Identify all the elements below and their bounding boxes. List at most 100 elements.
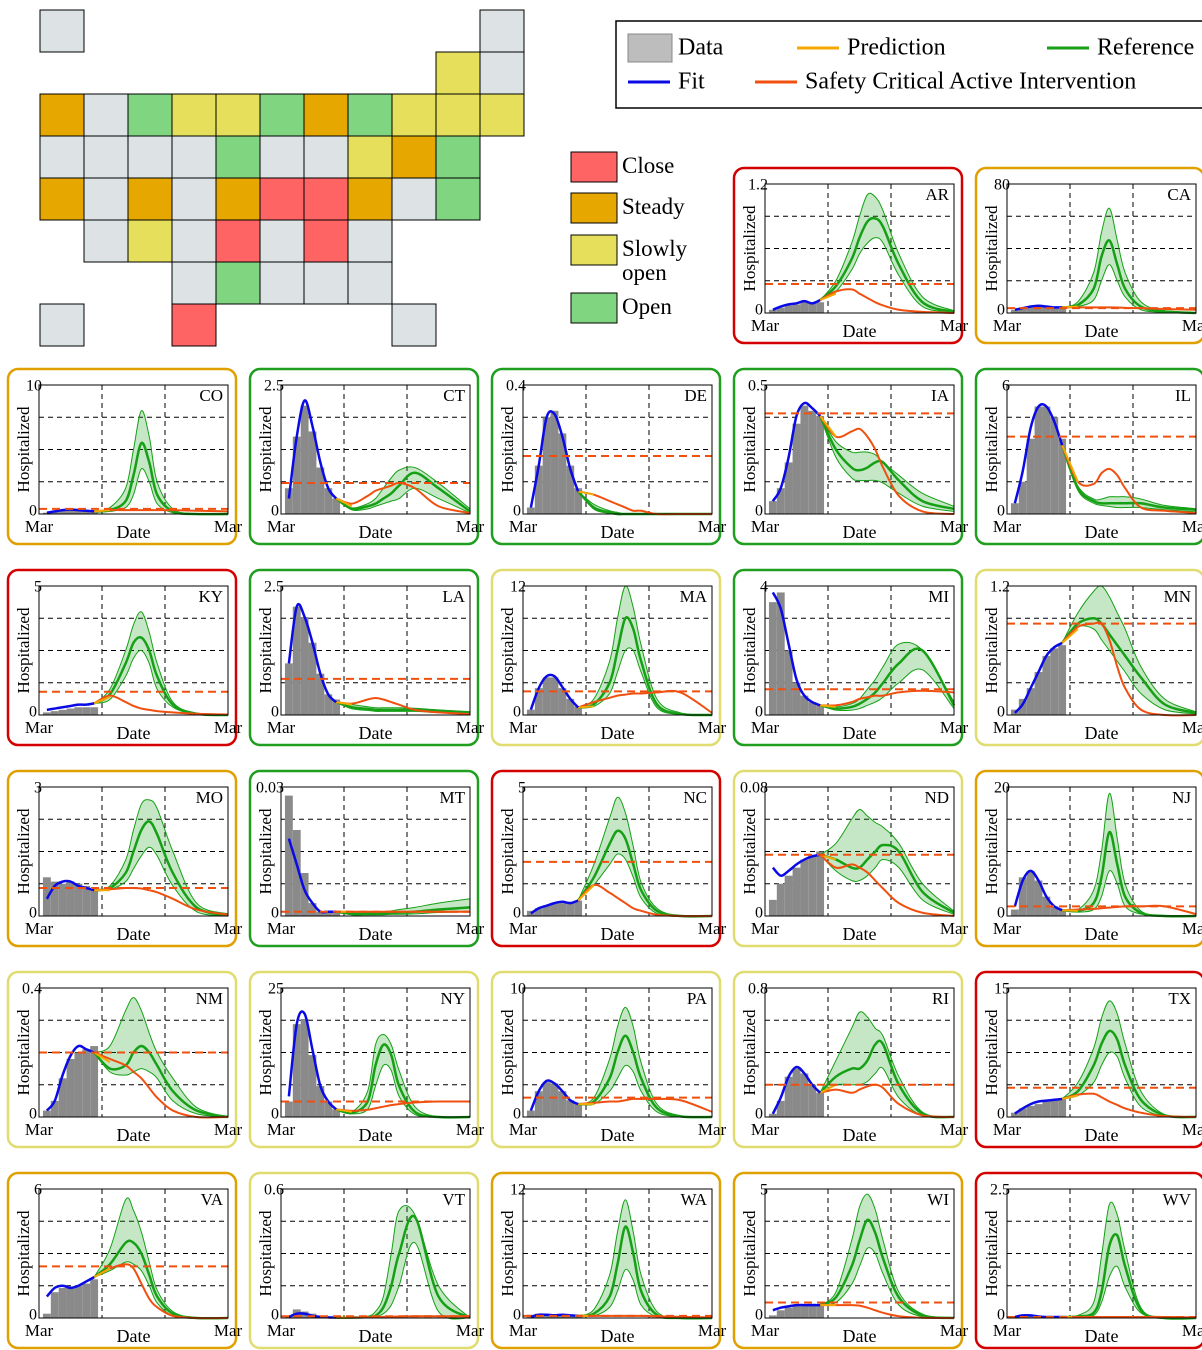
panel: 0 80 Mar Mar Date Hospitalized CA — [974, 166, 1202, 345]
fit-line — [45, 1276, 95, 1298]
x-tick-label: Mar — [25, 1321, 54, 1340]
prediction-line — [335, 497, 353, 508]
data-bar — [308, 431, 317, 514]
data-bar — [50, 511, 59, 514]
data-bar — [784, 1307, 793, 1318]
panel-title: DE — [684, 386, 707, 405]
fit-line — [529, 409, 580, 508]
data-bar — [74, 1052, 83, 1117]
reference-band — [578, 585, 712, 716]
map-state — [391, 177, 437, 221]
reference-line — [577, 616, 713, 717]
panel-frame — [974, 568, 1202, 747]
fit-line — [771, 401, 822, 502]
reference-line — [1060, 444, 1197, 511]
data-bar — [566, 698, 575, 715]
panel: 0 5 Mar Mar Date Hospitalized KY — [6, 568, 243, 747]
map-state — [83, 135, 129, 179]
reference-band — [94, 799, 228, 916]
panel-title: MT — [440, 788, 466, 807]
panel-title: MA — [680, 587, 708, 606]
reference-lower — [93, 1052, 229, 1118]
x-axis-label: Date — [1085, 522, 1119, 542]
panel-title: WI — [927, 1190, 949, 1209]
fit-line — [1013, 869, 1063, 912]
map-state — [127, 177, 173, 221]
map-state — [39, 303, 85, 347]
y-tick-label: 0.8 — [748, 981, 768, 998]
y-tick-label: 6 — [34, 1182, 42, 1199]
x-tick-label: Mar — [993, 1321, 1022, 1340]
data-bar — [574, 1315, 583, 1318]
data-bar — [300, 873, 309, 916]
map-legend-label: Slowly open — [622, 237, 688, 285]
reference-lower — [1062, 264, 1197, 314]
fit-line — [772, 1303, 821, 1312]
data-bar — [74, 707, 83, 715]
y-tick-label: 2.5 — [264, 579, 284, 596]
safety-line — [819, 853, 955, 917]
safety-line — [819, 1083, 955, 1118]
x-tick-label: Mar — [25, 517, 54, 536]
legend-label: Fit — [678, 69, 705, 95]
y-tick-label: 0 — [513, 1307, 521, 1324]
reference-upper — [93, 997, 229, 1118]
data-bar — [50, 711, 59, 715]
plot-frame — [1006, 384, 1197, 515]
reference-band — [1062, 793, 1196, 917]
prediction-line — [819, 415, 837, 438]
fit-line — [771, 853, 821, 877]
reference-line — [93, 636, 229, 717]
map-legend-label: Steady — [622, 195, 685, 219]
data-bar — [776, 883, 785, 916]
x-tick-label: Mar — [214, 718, 243, 737]
y-axis-label: Hospitalized — [982, 205, 1001, 291]
panel-title: PA — [687, 989, 708, 1008]
y-tick-label: 1.2 — [990, 579, 1010, 596]
fit-line — [46, 702, 95, 712]
map-state — [347, 93, 393, 137]
y-tick-label: 5 — [518, 780, 526, 797]
data-bar — [792, 682, 801, 715]
x-axis-label: Date — [117, 924, 151, 944]
x-axis-label: Date — [843, 1125, 877, 1145]
data-bar — [332, 911, 341, 916]
y-axis-label: Hospitalized — [740, 808, 759, 894]
x-tick-label: Mar — [940, 919, 969, 938]
y-tick-label: 0 — [755, 302, 763, 319]
panel: 0 2.5 Mar Mar Date Hospitalized CT — [248, 367, 485, 546]
fit-line — [529, 673, 580, 711]
panel-frame — [732, 568, 964, 747]
x-tick-label: Mar — [267, 1120, 296, 1139]
map-state — [215, 135, 261, 179]
reference-upper — [819, 809, 955, 912]
data-bar — [784, 1076, 793, 1117]
safety-line — [93, 694, 229, 716]
map-legend-swatch — [570, 234, 618, 266]
y-tick-label: 12 — [510, 1182, 526, 1199]
prediction-line — [577, 490, 595, 496]
x-tick-label: Mar — [456, 517, 485, 536]
panel: 0 5 Mar Mar Date Hospitalized NC — [490, 769, 726, 948]
x-axis-label: Date — [843, 522, 877, 542]
panel-frame — [248, 367, 480, 546]
panel: 0 15 Mar Mar Date Hospitalized TX — [974, 970, 1202, 1149]
map-state — [171, 303, 217, 347]
data-bar — [816, 705, 825, 715]
map-state — [479, 9, 525, 53]
x-axis-label: Date — [601, 1326, 635, 1346]
panel: 0 0.03 Mar Mar Date Hospitalized MT — [248, 769, 484, 948]
panel: 0 4 Mar Mar Date Hospitalized MI — [732, 568, 968, 747]
map-state — [171, 135, 217, 179]
data-bar — [1026, 306, 1035, 313]
data-bar — [776, 1100, 785, 1117]
data-bar — [1058, 438, 1067, 514]
map-state — [347, 135, 393, 179]
data-bar — [66, 508, 75, 514]
x-tick-label: Mar — [698, 718, 727, 737]
data-bar — [776, 307, 785, 313]
y-tick-label: 2.5 — [264, 378, 284, 395]
data-bar — [776, 488, 785, 514]
reference-lower — [819, 668, 955, 712]
data-bar — [550, 1083, 559, 1117]
